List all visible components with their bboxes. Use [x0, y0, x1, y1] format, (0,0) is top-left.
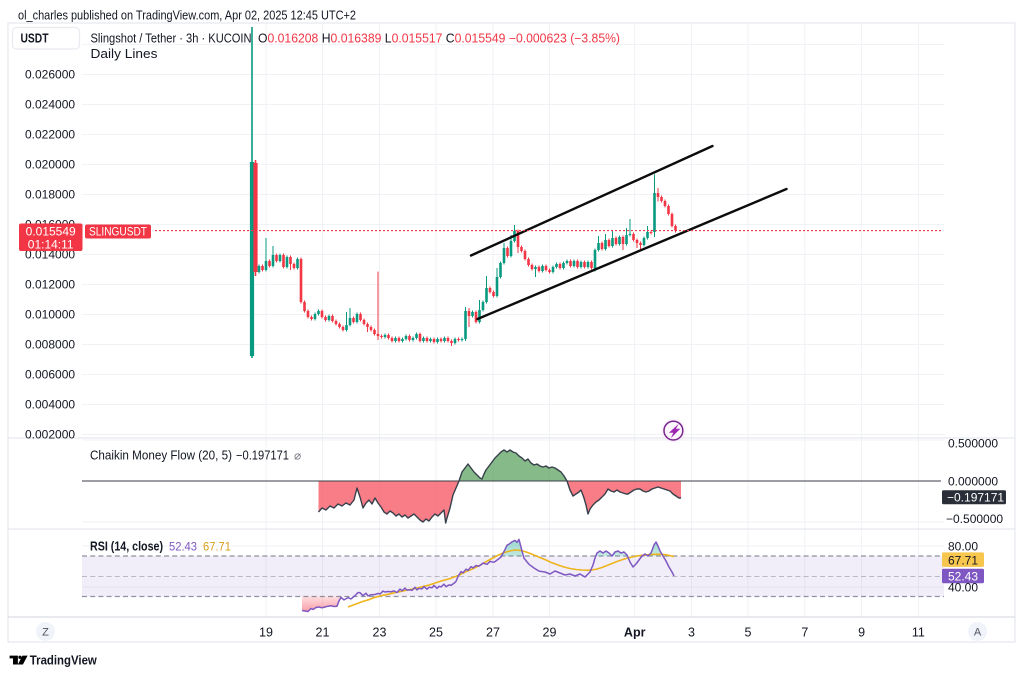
svg-text:9: 9: [858, 626, 865, 640]
svg-text:0.006000: 0.006000: [25, 368, 75, 382]
svg-text:0.008000: 0.008000: [25, 338, 75, 352]
svg-text:Z: Z: [42, 627, 49, 639]
svg-text:67.71: 67.71: [203, 540, 231, 554]
svg-text:O0.016208 H0.016389 L0.015517: O0.016208 H0.016389 L0.015517 C0.015549 …: [258, 32, 620, 46]
svg-text:0.015549: 0.015549: [26, 225, 76, 239]
svg-text:23: 23: [373, 626, 387, 640]
svg-text:−0.500000: −0.500000: [946, 512, 1003, 526]
svg-text:0.012000: 0.012000: [25, 278, 75, 292]
svg-text:80.00: 80.00: [948, 540, 978, 554]
svg-text:−0.197171: −0.197171: [947, 491, 1004, 505]
svg-text:29: 29: [543, 626, 557, 640]
svg-text:0.026000: 0.026000: [25, 68, 75, 82]
svg-text:67.71: 67.71: [948, 553, 978, 567]
svg-text:SLINGUSDT: SLINGUSDT: [89, 227, 147, 239]
svg-text:0.020000: 0.020000: [25, 158, 75, 172]
svg-text:Slingshot / Tether · 3h · KUCO: Slingshot / Tether · 3h · KUCOIN: [91, 32, 252, 46]
svg-text:52.43: 52.43: [948, 570, 978, 584]
svg-text:USDT: USDT: [21, 31, 49, 46]
svg-text:0.010000: 0.010000: [25, 308, 75, 322]
svg-text:Daily Lines: Daily Lines: [91, 47, 158, 61]
svg-text:19: 19: [259, 626, 273, 640]
svg-text:7: 7: [801, 626, 808, 640]
svg-text:⌀: ⌀: [294, 449, 301, 463]
svg-text:RSI (14, close): RSI (14, close): [90, 540, 163, 554]
svg-text:0.004000: 0.004000: [25, 398, 75, 412]
svg-text:TradingView: TradingView: [30, 653, 98, 668]
svg-text:0.500000: 0.500000: [948, 436, 998, 450]
svg-text:Chaikin Money Flow (20, 5): Chaikin Money Flow (20, 5): [90, 449, 232, 463]
svg-text:5: 5: [745, 626, 752, 640]
svg-text:27: 27: [486, 626, 500, 640]
svg-text:25: 25: [429, 626, 443, 640]
svg-text:0.002000: 0.002000: [25, 428, 75, 442]
svg-text:3: 3: [688, 626, 695, 640]
svg-text:0.000000: 0.000000: [948, 475, 998, 489]
svg-text:0.018000: 0.018000: [25, 188, 75, 202]
svg-text:ol_charles published on Tradin: ol_charles published on TradingView.com,…: [18, 8, 356, 23]
svg-text:−0.197171: −0.197171: [236, 449, 289, 463]
svg-text:0.022000: 0.022000: [25, 128, 75, 142]
svg-text:Apr: Apr: [624, 626, 646, 640]
svg-text:52.43: 52.43: [169, 540, 197, 554]
svg-text:01:14:11: 01:14:11: [28, 238, 74, 252]
svg-text:11: 11: [912, 626, 925, 640]
svg-text:40.00: 40.00: [948, 581, 978, 595]
svg-text:21: 21: [316, 626, 330, 640]
svg-text:0.024000: 0.024000: [25, 98, 75, 112]
svg-text:A: A: [974, 627, 982, 639]
